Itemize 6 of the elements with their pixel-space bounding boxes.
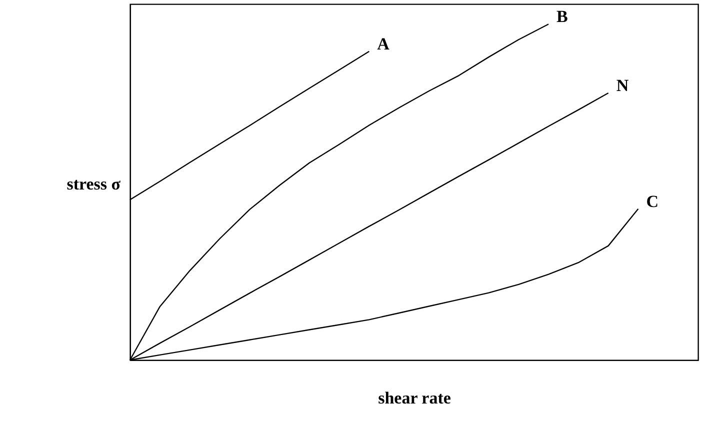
series-label: N (616, 76, 630, 95)
series-label: C (646, 192, 658, 211)
series-label: B (556, 7, 568, 26)
x-axis-title: shear rate (378, 388, 452, 408)
y-axis-title: stress σ (66, 174, 122, 194)
series-label: A (377, 34, 390, 54)
